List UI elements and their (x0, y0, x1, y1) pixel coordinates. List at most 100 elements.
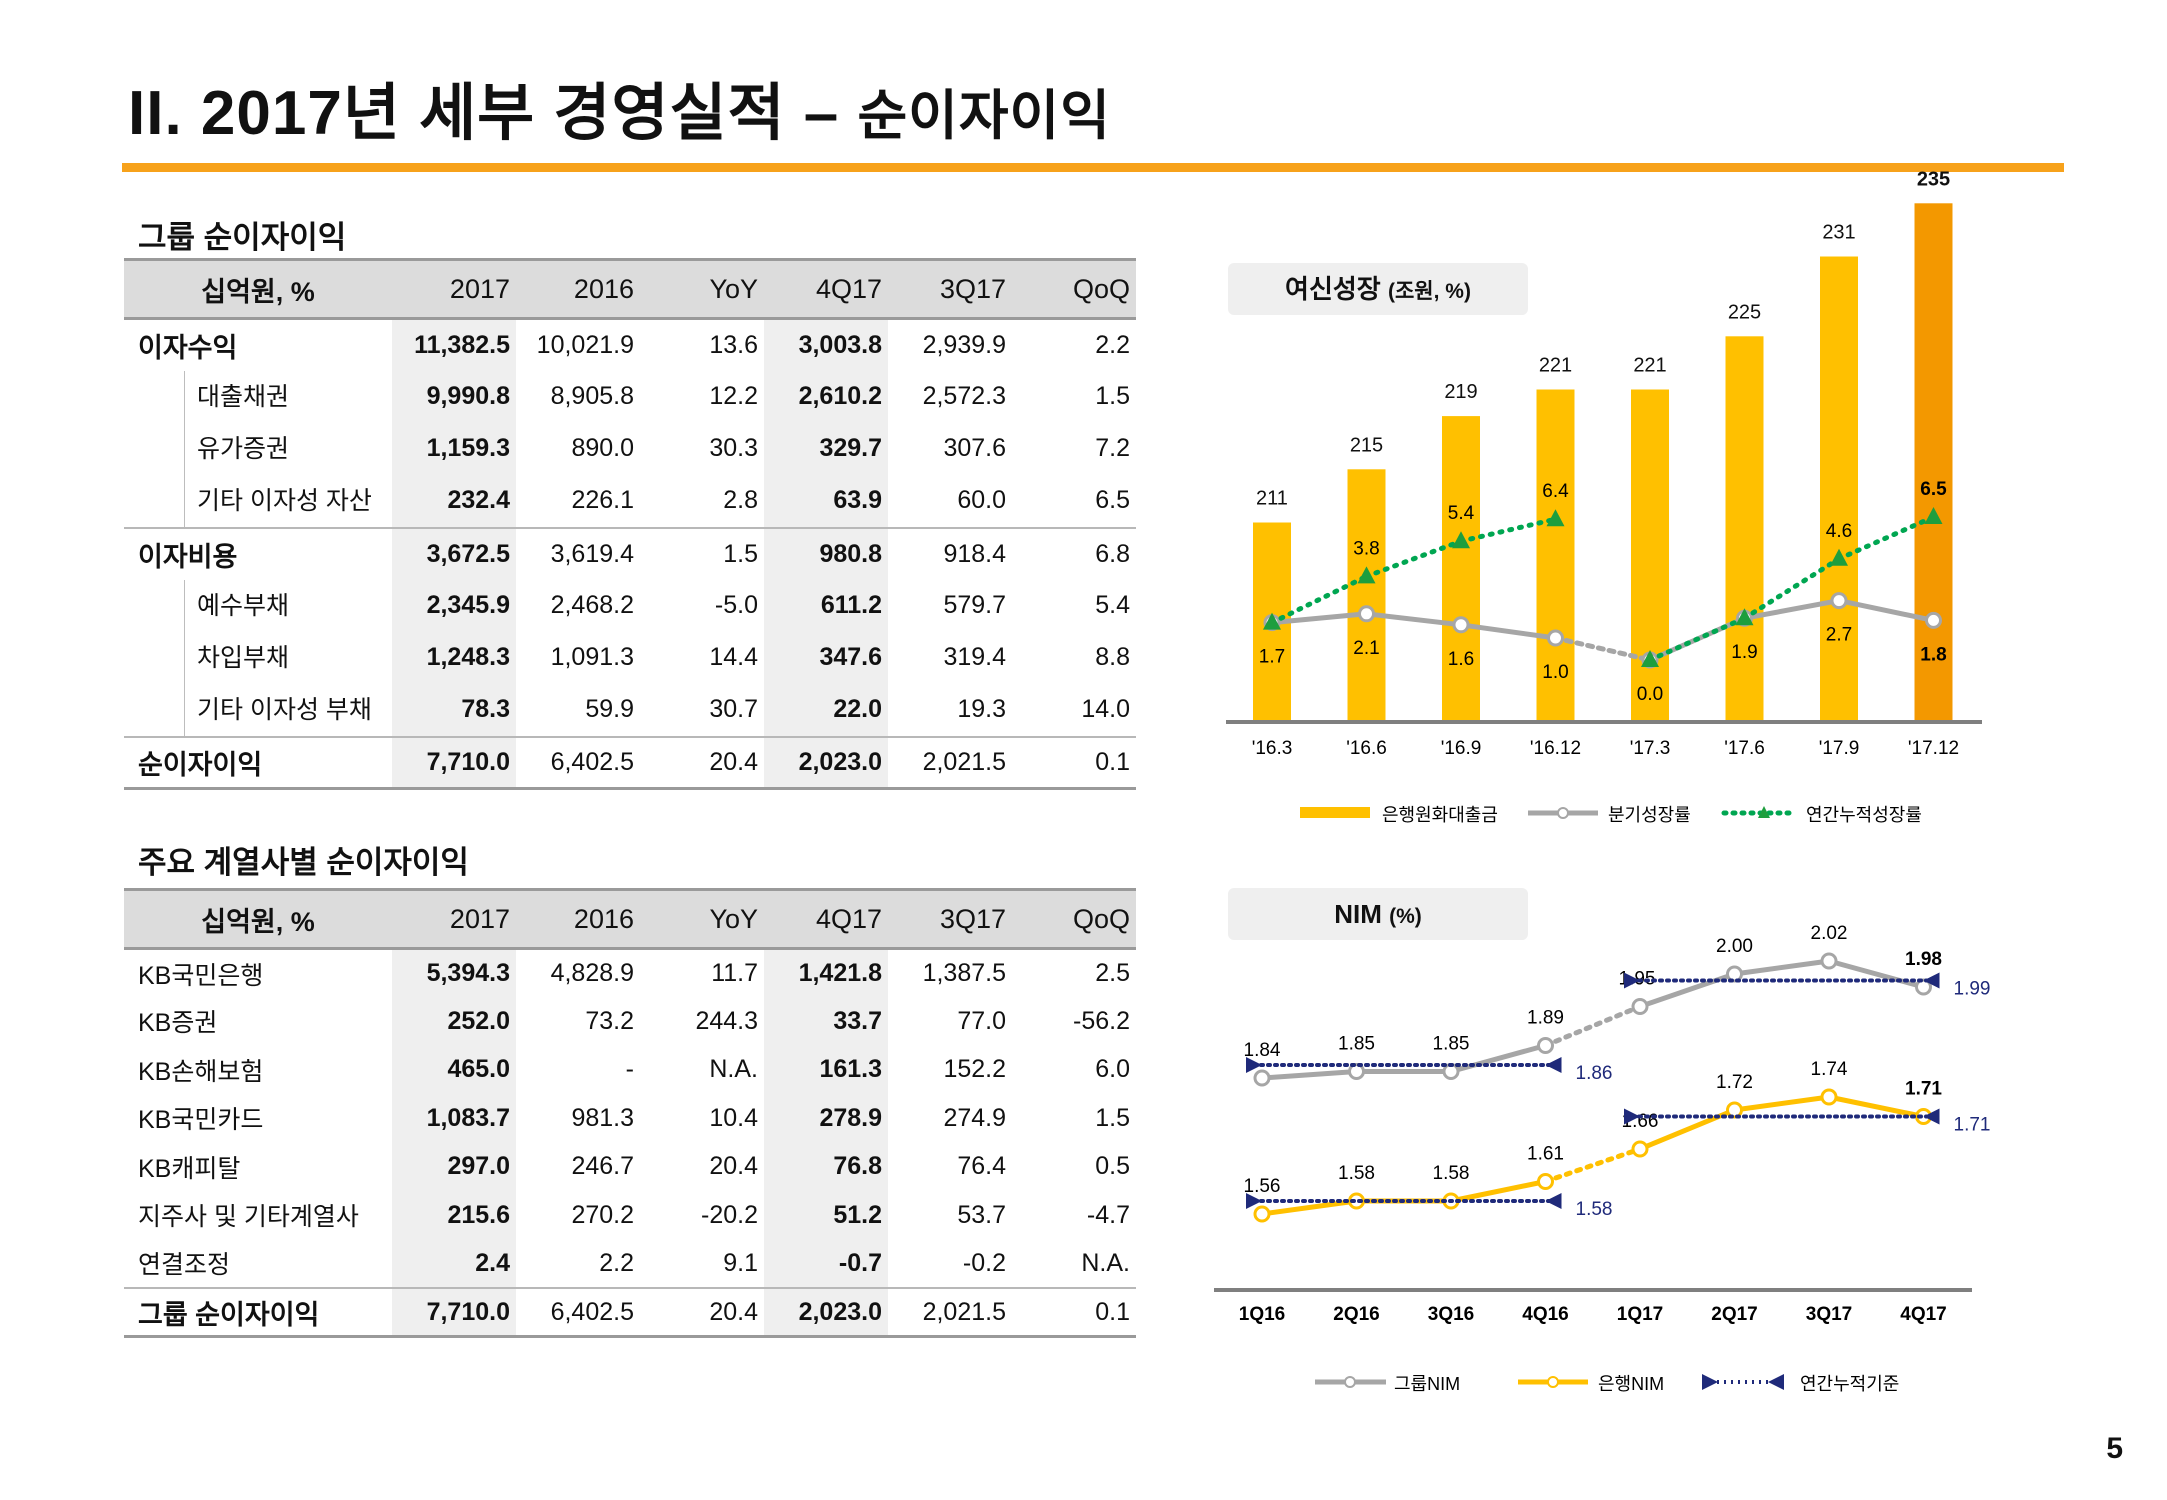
x-tick-label: 2Q17 (1711, 1304, 1757, 1325)
cumulative-nim-end-marker (1545, 1193, 1562, 1209)
table-cell: 7,710.0 (392, 1287, 516, 1338)
table-cell: 244.3 (695, 1006, 758, 1035)
bar-value-label: 235 (1917, 168, 1950, 190)
table-cell: 9,990.8 (392, 370, 516, 423)
cumulative-nim-label: 1.58 (1576, 1199, 1613, 1220)
cumulative-growth-label: 4.6 (1826, 521, 1852, 542)
bank-nim-point (1348, 1192, 1365, 1210)
table-cell: 270.2 (571, 1200, 634, 1229)
bank-nim-label: 1.72 (1716, 1072, 1753, 1093)
bank-nim-segment (1450, 1179, 1547, 1204)
group-nim-label: 1.85 (1338, 1034, 1375, 1055)
quarterly-growth-label: 1.8 (1920, 644, 1946, 665)
table-cell: 1,248.3 (392, 631, 516, 684)
cumulative-growth-segment (1269, 573, 1369, 626)
table-cell: 11.7 (711, 959, 758, 987)
legend-marker-cumulative (1758, 806, 1770, 818)
col-header: 2016 (516, 888, 640, 950)
table-row: 이자비용 3,672.5 3,619.4 1.5 980.8 918.4 6.8 (124, 526, 1136, 580)
cumulative-growth-label: 3.8 (1353, 538, 1379, 559)
quarterly-growth-label: 1.9 (1731, 642, 1757, 663)
legend-swatch-loans (1300, 807, 1370, 818)
group-nim-label: 1.84 (1244, 1040, 1281, 1061)
unit-header: 십억원, % (124, 258, 392, 320)
quarterly-growth-point (1547, 629, 1564, 647)
group-nim-segment (1261, 1069, 1357, 1081)
bank-nim-point (1253, 1205, 1271, 1223)
cumulative-nim-start-marker (1624, 972, 1640, 989)
loan-growth-title-text: 여신성장 (1285, 274, 1381, 304)
loan-bar (1725, 336, 1764, 722)
table-cell: 2.5 (1095, 959, 1130, 987)
table-row: KB손해보험 465.0 - N.A. 161.3 152.2 6.0 (124, 1045, 1136, 1094)
cumulative-nim-start-marker (1246, 1193, 1262, 1209)
row-label: KB손해보험 (138, 1057, 264, 1086)
table-cell: 2.8 (723, 486, 758, 514)
row-label: 예수부채 (124, 579, 392, 632)
loan-growth-title: 여신성장 (조원, %) (1228, 263, 1528, 315)
row-label: 차입부채 (124, 631, 392, 684)
sub-row-label: 기타 이자성 자산 (184, 474, 372, 527)
table-row: KB증권 252.0 73.2 244.3 33.7 77.0 -56.2 (124, 997, 1136, 1046)
table-cell: 215.6 (392, 1191, 516, 1240)
cumulative-growth-point (1830, 548, 1848, 566)
table-cell: 232.4 (392, 474, 516, 528)
legend-label-cumulative-nim: 연간누적기준 (1800, 1374, 1899, 1394)
row-label: KB캐피탈 (138, 1154, 241, 1183)
group-nim-point (1631, 998, 1649, 1015)
table-cell: -5.0 (714, 591, 758, 619)
col-header: YoY (640, 258, 764, 320)
table-cell: 73.2 (585, 1006, 634, 1035)
table-cell: 51.2 (764, 1191, 888, 1240)
sub-row-label: 유가증권 (184, 422, 289, 475)
table-row: 지주사 및 기타계열사 215.6 270.2 -20.2 51.2 53.7 -4.7 (124, 1191, 1136, 1240)
table-cell: 611.2 (764, 579, 888, 632)
table-cell: 22.0 (764, 683, 888, 737)
cumulative-growth-point (1546, 509, 1565, 527)
table-cell: 59.9 (585, 695, 634, 723)
table-cell: 307.6 (943, 434, 1006, 462)
table-cell: 20.4 (640, 1287, 764, 1338)
table-row: 순이자이익 7,710.0 6,402.5 20.4 2,023.0 2,021.5 0.1 (124, 735, 1136, 790)
table-cell: 274.9 (943, 1103, 1006, 1132)
table-cell: 9.1 (723, 1248, 758, 1277)
group-nim-segment (1734, 958, 1830, 977)
bank-nim-point (1820, 1088, 1838, 1106)
loan-growth-unit: (조원, %) (1387, 280, 1471, 303)
cumulative-growth-segment (1742, 556, 1842, 621)
unit-header: 십억원, % (124, 888, 392, 950)
group-nim-point (1915, 978, 1932, 996)
sub-row-label: 기타 이자성 부채 (184, 683, 372, 736)
cumulative-growth-label: 5.4 (1448, 503, 1475, 524)
x-tick-label: '17.6 (1724, 738, 1765, 759)
table-cell: 20.4 (640, 735, 764, 790)
loan-bar (1442, 416, 1480, 722)
table-cell: 329.7 (764, 422, 888, 475)
table-cell: -0.7 (764, 1239, 888, 1288)
col-header: QoQ (1012, 258, 1136, 320)
table-cell: 63.9 (764, 474, 888, 528)
table-row: 유가증권 1,159.3 890.0 30.3 329.7 307.6 7.2 (124, 422, 1136, 475)
row-label: 이자수익 (124, 317, 392, 371)
bank-nim-segment (1734, 1094, 1830, 1113)
table-cell: 0.1 (1012, 735, 1136, 790)
x-tick-label: 2Q16 (1333, 1304, 1379, 1325)
table-cell: 2,610.2 (764, 370, 888, 423)
quarterly-growth-point (1358, 605, 1375, 623)
row-label: KB국민카드 (138, 1106, 264, 1135)
cumulative-nim-end-marker (1545, 1057, 1562, 1073)
bank-nim-segment (1828, 1094, 1925, 1119)
table-cell: 33.7 (764, 997, 888, 1046)
table-cell: 297.0 (392, 1142, 516, 1191)
bar-value-label: 231 (1822, 222, 1855, 244)
col-header: 2016 (516, 258, 640, 320)
cumulative-nim-label: 1.71 (1954, 1115, 1991, 1136)
col-header: YoY (640, 888, 764, 950)
group-nii-table: 십억원, % 2017 2016 YoY 4Q17 3Q17 QoQ 이자수익 1… (124, 258, 1136, 790)
table-cell: 60.0 (957, 486, 1006, 514)
bank-nim-segment (1261, 1198, 1357, 1217)
legend-label-cumulative: 연간누적성장률 (1806, 805, 1922, 825)
table-cell: 2,021.5 (888, 1287, 1012, 1338)
table-cell: 161.3 (764, 1045, 888, 1094)
row-label: KB국민은행 (138, 961, 264, 990)
